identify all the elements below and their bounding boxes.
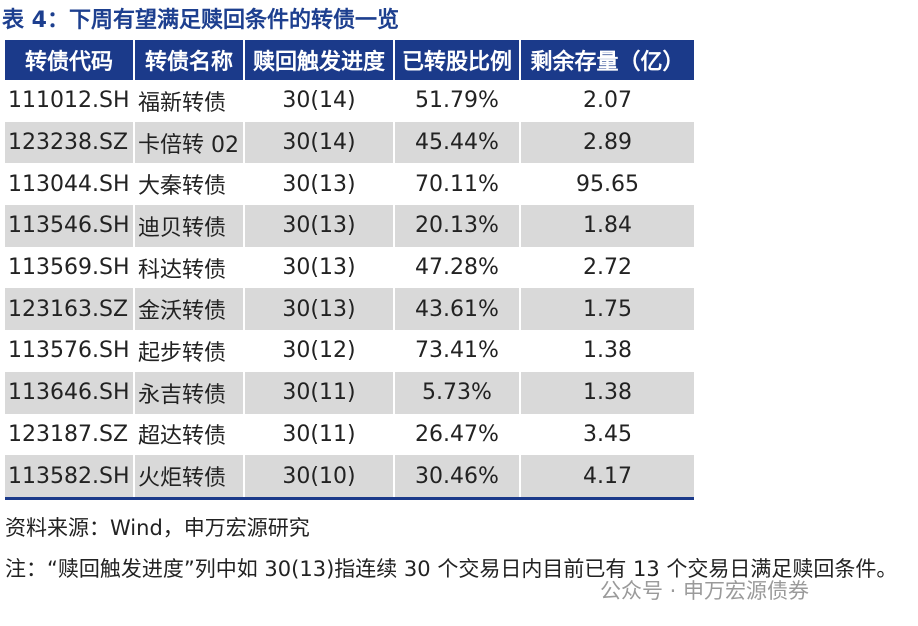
table-cell: 30(13)	[244, 246, 395, 289]
watermark: 公众号 · 申万宏源债券	[600, 579, 810, 603]
table-row: 123163.SZ 金沃转债 30(13) 43.61% 1.75	[5, 288, 694, 331]
table-cell: 30(14)	[244, 121, 395, 164]
header-cell: 赎回触发进度	[244, 40, 395, 80]
table-cell: 47.28%	[394, 246, 521, 289]
table-cell: 123187.SZ	[5, 413, 135, 456]
note: 注：“赎回触发进度”列中如 30(13)指连续 30 个交易日内目前已有 13 …	[5, 557, 898, 581]
table-cell: 3.45	[583, 421, 632, 447]
table-cell: 20.13%	[394, 205, 521, 247]
table-cell: 迪贝转债	[134, 205, 245, 247]
table-cell: 30(10)	[244, 455, 395, 500]
table-row: 111012.SH 福新转债 30(14) 51.79% 2.07	[5, 80, 694, 122]
table-cell: 大秦转债	[134, 163, 245, 206]
table-cell: 永吉转债	[134, 371, 245, 414]
table-cell: 113576.SH	[5, 330, 135, 372]
table-cell: 123238.SZ	[5, 121, 135, 164]
table-cell: 30(12)	[244, 330, 395, 372]
table-cell: 113569.SH	[5, 246, 135, 289]
table-cell: 1.75	[520, 288, 694, 331]
table-cell: 福新转债	[134, 80, 245, 122]
table-row: 113576.SH 起步转债 30(12) 73.41% 1.38	[5, 330, 694, 372]
table-cell: 30(13)	[244, 288, 395, 331]
table-cell: 30(13)	[244, 205, 395, 247]
source: 资料来源：Wind，申万宏源研究	[5, 516, 310, 540]
header-cell: 转债名称	[134, 40, 245, 80]
table-cell: 45.44%	[394, 121, 521, 164]
table-cell: 51.79%	[394, 80, 521, 122]
table-cell: 超达转债	[134, 413, 245, 456]
table-row: 113569.SH 科达转债 30(13) 47.28% 2.72	[5, 246, 694, 289]
table-cell: 起步转债	[134, 330, 245, 372]
table-row: 123187.SZ 超达转债 30(11) 26.47% 3.45	[5, 413, 694, 456]
table-cell: 2.89	[520, 121, 694, 164]
table-cell: 1.38	[520, 371, 694, 414]
table-row: 113582.SH 火炬转债 30(10) 30.46% 4.17	[5, 455, 694, 500]
table-body: 111012.SH 福新转债 30(14) 51.79% 2.07 123238.SZ 卡倍…	[5, 80, 694, 500]
table-cell: 5.73%	[394, 371, 521, 414]
table-cell: 73.41%	[394, 330, 521, 372]
table-row: 113044.SH 大秦转债 30(13) 70.11% 95.65	[5, 163, 694, 206]
table-cell: 113546.SH	[5, 205, 135, 247]
table-cell: 30.46%	[394, 455, 521, 500]
table-cell: 2.72	[583, 255, 632, 281]
table-header: 转债代码 转债名称 赎回触发进度 已转股比例 剩余存量（亿）	[5, 40, 694, 80]
table-cell: 2.07	[583, 88, 632, 114]
table-cell: 卡倍转 02	[134, 121, 245, 164]
table-cell: 113582.SH	[5, 455, 135, 500]
table-cell: 火炬转债	[134, 455, 245, 500]
header-row: 转债代码 转债名称 赎回触发进度 已转股比例 剩余存量（亿）	[5, 40, 694, 80]
table-cell: 30(11)	[244, 371, 395, 414]
table: 转债代码 转债名称 赎回触发进度 已转股比例 剩余存量（亿） 111012.SH 福新转债…	[5, 40, 694, 500]
table-row: 113646.SH 永吉转债 30(11) 5.73% 1.38	[5, 371, 694, 414]
table-cell: 30(13)	[244, 163, 395, 206]
header-cell: 剩余存量（亿）	[520, 40, 694, 80]
header-cell: 已转股比例	[394, 40, 521, 80]
table-cell: 1.38	[583, 338, 632, 364]
table-cell: 30(14)	[244, 80, 395, 122]
table-row: 113546.SH 迪贝转债 30(13) 20.13% 1.84	[5, 205, 694, 247]
table-cell: 70.11%	[394, 163, 521, 206]
table-cell: 科达转债	[134, 246, 245, 289]
table-cell: 30(11)	[244, 413, 395, 456]
header-cell: 转债代码	[5, 40, 135, 80]
table-cell: 113646.SH	[5, 371, 135, 414]
table-cell: 111012.SH	[5, 80, 135, 122]
table-title: 表 4：下周有望满足赎回条件的转债一览	[2, 8, 399, 33]
table-cell: 1.84	[520, 205, 694, 247]
table-cell: 26.47%	[394, 413, 521, 456]
table-cell: 金沃转债	[134, 288, 245, 331]
table-cell: 113044.SH	[5, 163, 135, 206]
table-cell: 43.61%	[394, 288, 521, 331]
table-row: 123238.SZ 卡倍转 02 30(14) 45.44% 2.89	[5, 121, 694, 164]
table-cell: 95.65	[576, 171, 639, 197]
table-cell: 123163.SZ	[5, 288, 135, 331]
table-cell: 4.17	[520, 455, 694, 500]
